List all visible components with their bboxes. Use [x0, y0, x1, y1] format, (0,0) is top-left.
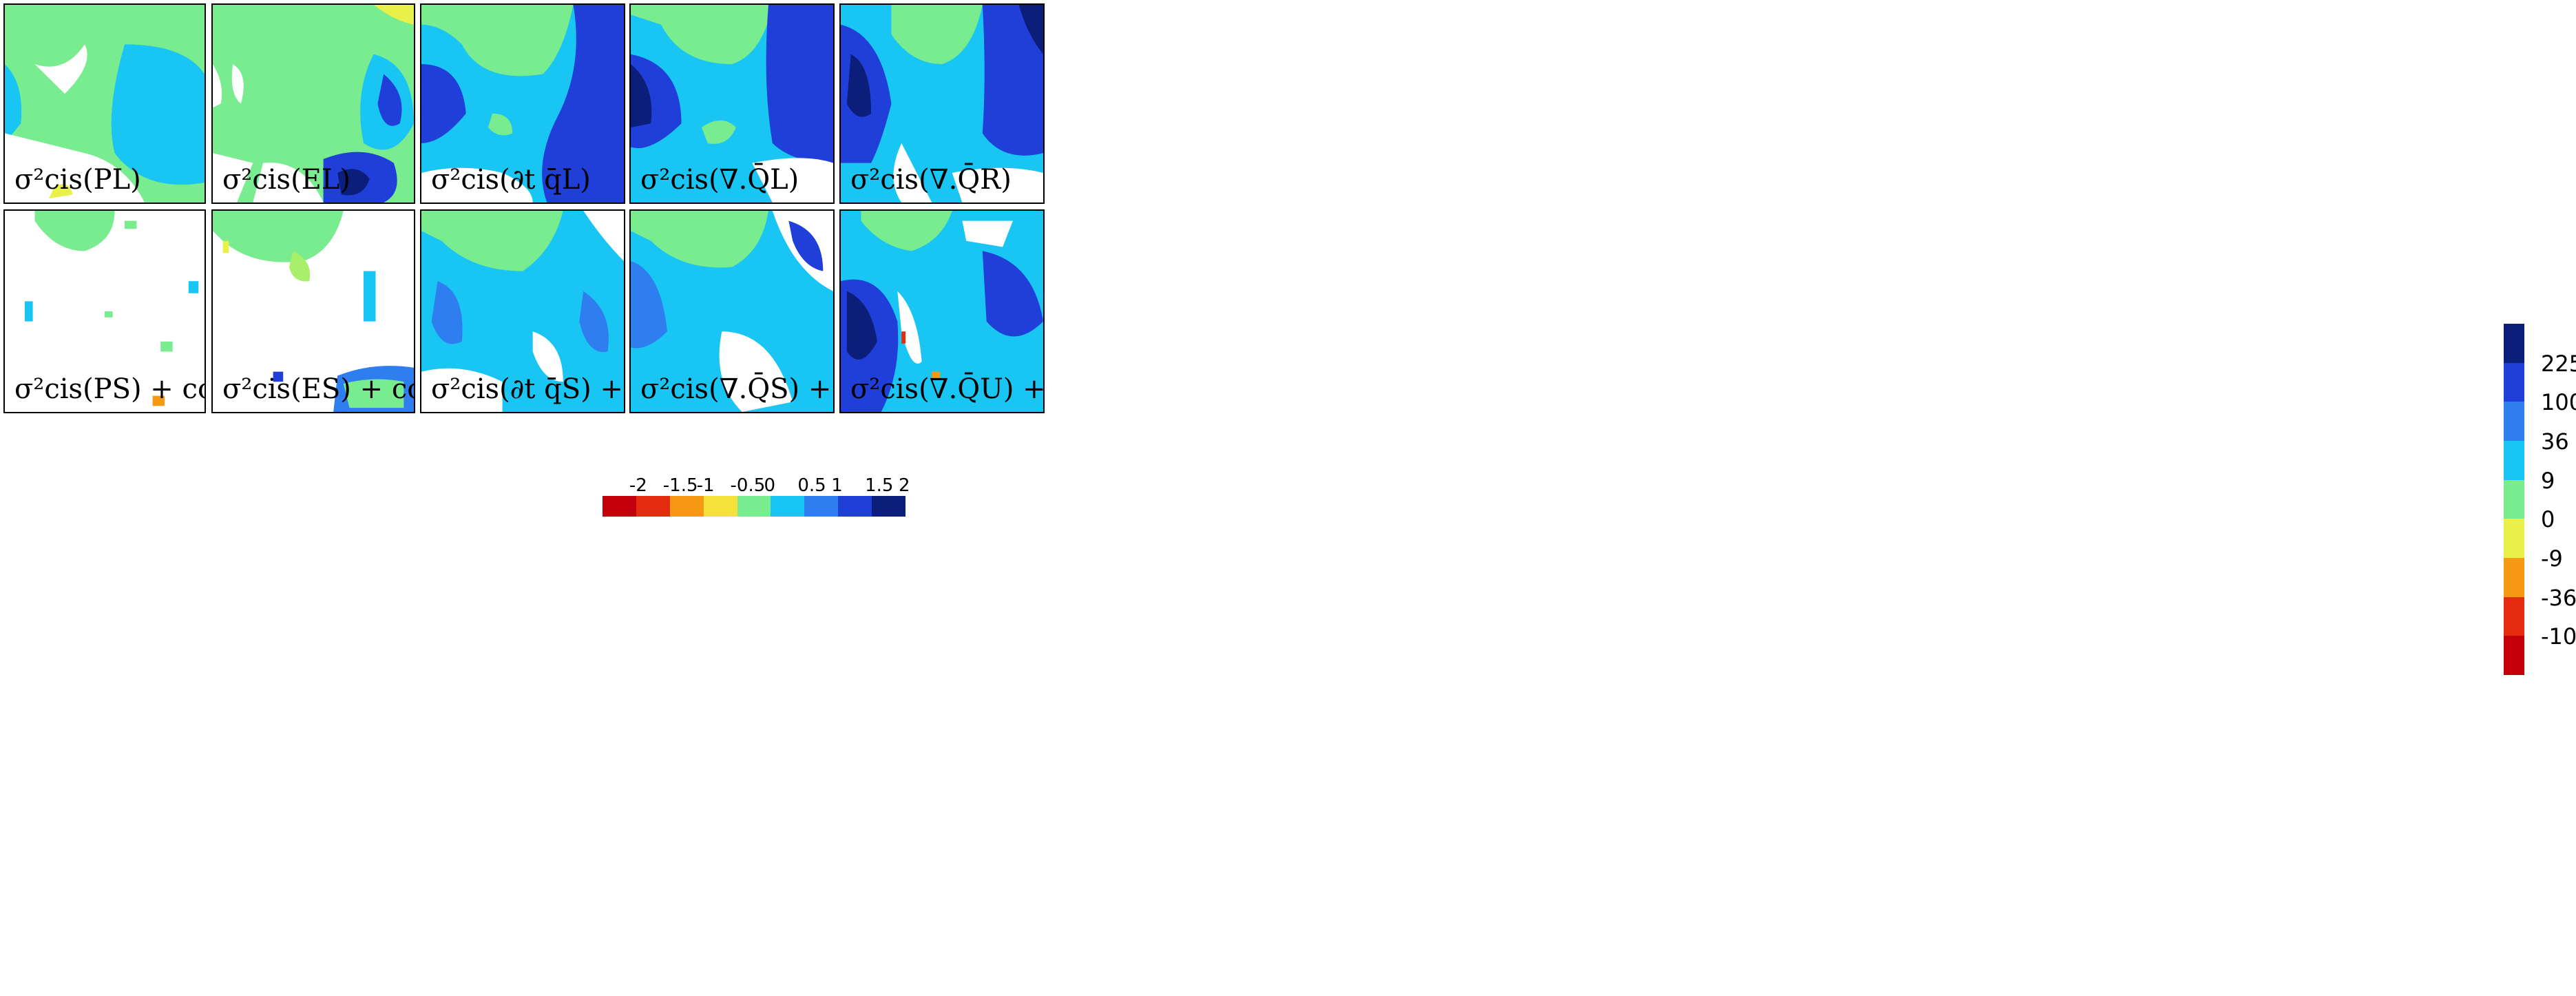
- colorbar-top-label: -1: [696, 475, 715, 496]
- colorbar-top-swatch: [804, 496, 839, 517]
- map-panel-divqs: σ²cis(∇.Q̄S) + cov(∇.Q̄L, ∇.Q̄S): [629, 209, 835, 413]
- panel-label: σ²cis(∇.Q̄S) + cov(∇.Q̄L, ∇.Q̄S): [640, 373, 833, 405]
- colorbar-right-swatch: [2504, 324, 2524, 363]
- colorbar-right-label: -9: [2541, 546, 2563, 572]
- map-panel-divqu: σ²cis(∇.Q̄U) + cov(∇.Q̄R, ∇.Q̄U): [839, 209, 1045, 413]
- colorbar-right-swatch: [2504, 636, 2524, 675]
- colorbar-right-label: -36: [2541, 584, 2576, 611]
- colorbar-right-swatch: [2504, 362, 2524, 402]
- colorbar-top-swatch: [703, 496, 737, 517]
- colorbar-top-label: -1.5: [662, 475, 698, 496]
- map-fill: [841, 211, 1043, 412]
- panel-label: σ²cis(EL): [222, 164, 351, 196]
- colorbar-top: [603, 496, 905, 517]
- colorbar-right-swatch: [2504, 402, 2524, 441]
- panel-label: σ²cis(∂t q̄S) + cov(∂t q̄L, ∂t q̄S): [431, 373, 624, 405]
- colorbar-right-swatch: [2504, 558, 2524, 597]
- colorbar-top-swatch: [838, 496, 872, 517]
- map-panel-ps: σ²cis(PS) + cov(PL, PS): [3, 209, 206, 413]
- panel-label: σ²cis(ES) + cov(EL, ES): [222, 373, 414, 405]
- colorbar-right-label: -100: [2541, 623, 2576, 650]
- map-fill: [631, 211, 833, 412]
- map-fill: [421, 5, 624, 203]
- colorbar-top-label: 1.5: [865, 475, 894, 496]
- map-panel-es: σ²cis(ES) + cov(EL, ES): [211, 209, 415, 413]
- map-panel-dq: σ²cis(∂t q̄L): [420, 3, 625, 204]
- map-fill: [631, 5, 833, 203]
- map-panel-divqr: σ²cis(∇.Q̄R): [839, 3, 1045, 204]
- colorbar-right-label: 225: [2541, 350, 2576, 377]
- panel-label: σ²cis(∇.Q̄R): [850, 164, 1012, 196]
- colorbar-top-label: 1: [831, 475, 843, 496]
- map-panel-divql: σ²cis(∇.Q̄L): [629, 3, 835, 204]
- panel-label: σ²cis(PL): [14, 164, 141, 196]
- colorbar-right-swatch: [2504, 479, 2524, 519]
- colorbar-right-swatch: [2504, 441, 2524, 480]
- colorbar-top-label: -2: [629, 475, 647, 496]
- colorbar-top-swatch: [603, 496, 636, 517]
- map-fill: [841, 5, 1043, 203]
- colorbar-top-label: 2: [899, 475, 910, 496]
- panel-label: σ²cis(PS) + cov(PL, PS): [14, 373, 205, 405]
- colorbar-top-swatch: [636, 496, 670, 517]
- colorbar-right-label: 9: [2541, 467, 2555, 494]
- map-panel-el: σ²cis(EL): [211, 3, 415, 204]
- map-panel-dqs: σ²cis(∂t q̄S) + cov(∂t q̄L, ∂t q̄S): [420, 209, 625, 413]
- colorbar-top-label: 0: [764, 475, 775, 496]
- colorbar-right-swatch: [2504, 596, 2524, 636]
- colorbar-right-label: 0: [2541, 506, 2555, 533]
- colorbar-right-swatch: [2504, 519, 2524, 558]
- map-panel-pl: σ²cis(PL): [3, 3, 206, 204]
- map-fill: [213, 211, 414, 412]
- map-fill: [5, 5, 205, 203]
- colorbar-right-label: 100: [2541, 389, 2576, 416]
- colorbar-top-swatch: [872, 496, 905, 517]
- colorbar-top-swatch: [771, 496, 805, 517]
- panel-label: σ²cis(∂t q̄L): [431, 164, 591, 196]
- colorbar-top-label: 0.5: [797, 475, 826, 496]
- colorbar-top-swatch: [737, 496, 771, 517]
- panel-label: σ²cis(∇.Q̄L): [640, 164, 799, 196]
- colorbar-top-swatch: [669, 496, 704, 517]
- panel-label: σ²cis(∇.Q̄U) + cov(∇.Q̄R, ∇.Q̄U): [850, 373, 1045, 405]
- colorbar-top-label: -0.5: [730, 475, 766, 496]
- map-fill: [213, 5, 414, 203]
- colorbar-right: [2504, 324, 2524, 675]
- map-fill: [421, 211, 624, 412]
- map-fill: [5, 211, 205, 412]
- colorbar-right-label: 36: [2541, 428, 2569, 455]
